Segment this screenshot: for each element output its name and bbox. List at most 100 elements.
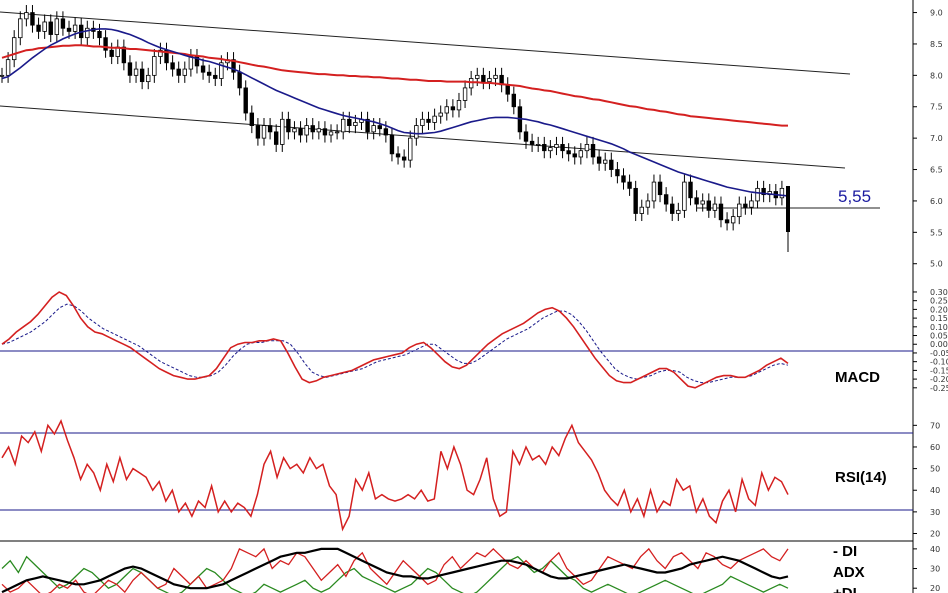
macd-axis-tick-label: -0.15 — [930, 366, 948, 375]
candle-body — [395, 153, 401, 158]
candle-body — [237, 71, 242, 89]
macd-axis-tick-label: -0.25 — [930, 384, 948, 393]
candle-body — [718, 203, 724, 221]
price-y-axis: 9.0 8.5 8.0 7.5 7.0 6.5 6.0 5.5 5.0 — [913, 9, 943, 269]
candle-body — [36, 24, 41, 32]
rsi-axis-tick-label: 20 — [930, 530, 940, 539]
candle-body — [11, 37, 17, 61]
candle-body — [54, 18, 60, 35]
candle-body — [255, 125, 261, 139]
candle-body — [231, 59, 236, 73]
adx-line — [1, 547, 789, 593]
candle-body — [328, 131, 334, 136]
candle-body — [505, 84, 510, 95]
candle-body — [383, 128, 389, 136]
candle-body — [103, 37, 108, 51]
macd-signal-line — [1, 303, 789, 384]
candle-body — [676, 209, 681, 214]
candle-body — [737, 203, 742, 218]
candle-body — [462, 87, 468, 101]
candle-body — [590, 144, 596, 158]
candle-body — [487, 78, 492, 83]
macd-axis-tick-label: 0.00 — [930, 340, 948, 349]
legend-plus-di: +DI — [833, 585, 857, 593]
candle-body — [371, 125, 376, 133]
candle-body — [139, 68, 145, 83]
macd-line — [1, 291, 789, 389]
price-candles — [0, 5, 785, 231]
candle-body — [621, 175, 626, 183]
candle-body — [66, 27, 72, 32]
candle-body — [261, 125, 267, 139]
candle-body — [596, 156, 602, 164]
candle-body — [72, 24, 78, 32]
candle-body — [97, 30, 102, 39]
candle-body — [633, 187, 638, 214]
rsi-axis-tick-label: 70 — [930, 421, 940, 430]
candle-body — [273, 131, 279, 145]
candle-body — [414, 125, 419, 139]
rsi-axis-tick-label: 40 — [930, 486, 940, 495]
candle-body — [529, 140, 535, 145]
candle-body — [243, 87, 248, 114]
macd-label: MACD — [835, 369, 880, 386]
price-axis-tick-label: 5.5 — [930, 228, 943, 237]
candle-body — [389, 134, 395, 155]
candle-body — [615, 169, 620, 177]
trend-channel-lower — [0, 105, 846, 169]
candle-body — [206, 71, 212, 76]
candle-body — [706, 200, 711, 211]
dmi-panel: - DI ADX +DI 40 30 20 — [0, 540, 940, 593]
macd-axis-tick-label: 0.20 — [930, 305, 948, 314]
legend-minus-di: - DI — [833, 543, 857, 560]
price-axis-tick-label: 8.5 — [930, 40, 943, 49]
candle-body — [334, 131, 340, 134]
rsi-y-axis: 70 60 50 40 30 20 — [913, 421, 940, 539]
macd-axis-tick-label: -0.20 — [930, 375, 948, 384]
candle-body — [280, 118, 285, 145]
candle-body — [286, 118, 291, 133]
plus-di-line — [1, 555, 789, 593]
candle-body — [146, 74, 151, 83]
candle-body — [133, 68, 139, 76]
candle-body — [609, 159, 614, 170]
candle-body — [523, 131, 529, 142]
macd-axis-tick-label: 0.05 — [930, 332, 948, 341]
candle-body — [121, 46, 127, 64]
candle-body — [249, 112, 255, 126]
candle-body — [779, 187, 785, 199]
candle-body — [377, 125, 382, 130]
candle-body — [292, 128, 297, 133]
candle-body — [694, 197, 699, 205]
candle-body — [408, 137, 413, 161]
candle-body — [310, 125, 315, 133]
candle-body — [341, 118, 346, 133]
candle-body — [554, 144, 559, 148]
moving-average-short — [1, 28, 789, 197]
candle-body — [127, 62, 133, 76]
candle-body — [60, 18, 66, 29]
candle-body — [304, 125, 309, 136]
rsi-line — [1, 419, 789, 532]
candle-body — [200, 65, 206, 73]
candle-body — [365, 118, 370, 133]
moving-average-long — [1, 44, 788, 127]
legend-adx: ADX — [833, 564, 865, 581]
rsi-panel: RSI(14) 70 60 50 40 30 20 — [0, 419, 940, 539]
macd-panel: MACD 0.300.250.200.150.100.050.00-0.05-0… — [0, 288, 948, 393]
rsi-axis-tick-label: 60 — [930, 443, 940, 452]
trend-channel-upper — [0, 11, 851, 75]
candle-body — [456, 100, 462, 111]
macd-y-axis: 0.300.250.200.150.100.050.00-0.05-0.10-0… — [913, 288, 948, 393]
candle-body — [298, 128, 303, 136]
candle-body — [438, 112, 443, 117]
dmi-y-axis: 40 30 20 — [913, 545, 940, 593]
candle-body — [152, 56, 157, 76]
macd-axis-tick-label: -0.10 — [930, 358, 948, 367]
candle-body — [743, 203, 748, 208]
candle-body — [158, 49, 163, 57]
candle-body — [426, 118, 431, 123]
price-axis-tick-label: 7.0 — [930, 134, 943, 143]
candle-body — [85, 27, 90, 39]
candle-body — [219, 62, 224, 79]
